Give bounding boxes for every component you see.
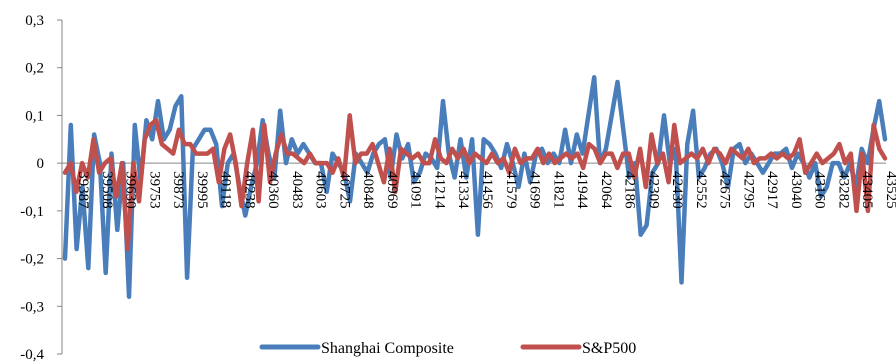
x-tick-label: 39387 [75, 171, 91, 209]
x-tick-label: 41821 [550, 171, 566, 209]
x-tick-label: 42552 [693, 171, 709, 209]
x-tick-label: 41214 [431, 171, 447, 209]
x-tick-label: 43405 [859, 171, 875, 209]
x-tick-label: 43525 [883, 171, 896, 209]
y-tick-label: -0,1 [20, 204, 44, 220]
series-line-shanghai-composite [62, 75, 888, 299]
legend: Shanghai Composite S&P500 [259, 340, 636, 357]
x-tick-label: 41944 [574, 171, 590, 209]
x-tick-label: 40603 [313, 171, 329, 209]
y-tick-label: -0,4 [20, 347, 44, 363]
x-tick-label: 39630 [123, 171, 139, 209]
y-tick-label: 0 [37, 156, 45, 172]
x-tick-label: 39873 [170, 171, 186, 209]
legend-label-shanghai-composite: Shanghai Composite [321, 340, 454, 357]
x-tick-label: 43040 [788, 171, 804, 209]
x-tick-label: 41091 [408, 171, 424, 209]
y-tick-label: 0,3 [25, 13, 44, 29]
x-tick-label: 42186 [622, 171, 638, 209]
x-tick-label: 39753 [146, 171, 162, 209]
x-tick-label: 42064 [598, 171, 614, 209]
legend-label-sp500: S&P500 [582, 340, 636, 357]
x-tick-label: 41456 [479, 171, 495, 209]
x-tick-label: 40360 [265, 171, 281, 209]
series-line-sp500 [62, 113, 888, 252]
x-tick-label: 40238 [241, 171, 257, 209]
x-tick-label: 42430 [669, 171, 685, 209]
x-tick-label: 43282 [835, 171, 851, 209]
y-tick-label: -0,3 [20, 299, 44, 315]
x-tick-labels: 39387 39508 39630 39753 39873 39995 40118 40238… [75, 171, 896, 209]
x-tick-label: 42795 [740, 171, 756, 209]
x-tick-label: 41699 [527, 171, 543, 209]
x-tick-label: 40483 [289, 171, 305, 209]
x-tick-label: 42917 [764, 171, 780, 209]
series-lines [62, 75, 888, 299]
y-tick-label: -0,2 [20, 252, 44, 268]
x-tick-label: 40725 [336, 171, 352, 209]
x-tick-label: 41334 [455, 171, 471, 209]
x-tick-label: 40118 [218, 171, 234, 208]
x-tick-label: 42309 [645, 171, 661, 209]
y-tick-label: 0,1 [25, 108, 44, 124]
x-tick-label: 43160 [812, 171, 828, 209]
x-tick-label: 39995 [194, 171, 210, 209]
x-tick-label: 40969 [384, 171, 400, 209]
x-tick-label: 39508 [99, 171, 115, 209]
axes: 0,3 0,2 0,1 0 -0,1 -0,2 -0,3 -0,4 [20, 13, 886, 363]
x-tick-label: 41579 [503, 171, 519, 209]
x-tick-label: 42675 [717, 171, 733, 209]
y-tick-label: 0,2 [25, 61, 44, 77]
x-tick-label: 40848 [360, 171, 376, 209]
